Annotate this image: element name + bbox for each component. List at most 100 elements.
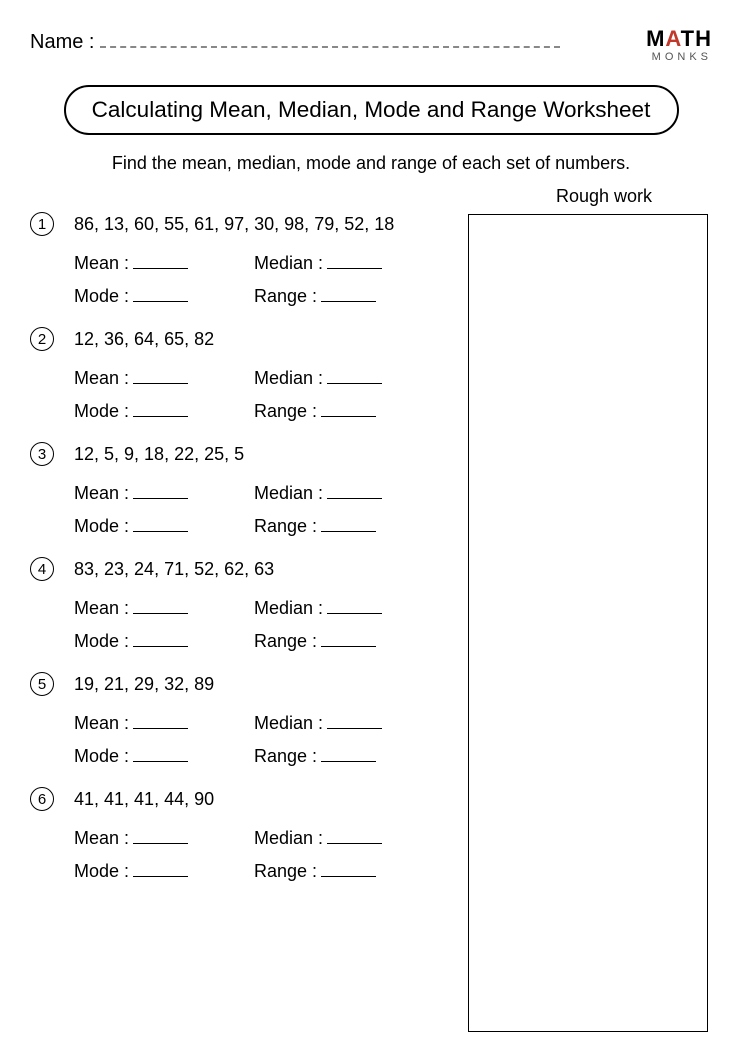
problem: 483, 23, 24, 71, 52, 62, 63Mean :Median … (30, 559, 460, 652)
answer-row: Mean :Median : (74, 828, 460, 849)
range-blank[interactable] (321, 746, 376, 762)
answer-row: Mode :Range : (74, 631, 460, 652)
problem: 1 86, 13, 60, 55, 61, 97, 30, 98, 79, 52,… (30, 214, 460, 307)
number-set: 12, 36, 64, 65, 82 (74, 329, 460, 350)
median-label: Median : (254, 828, 323, 849)
range-label: Range : (254, 516, 317, 537)
problem: 3 12, 5, 9, 18, 22, 25, 5 Mean : Median : Mo… (30, 444, 460, 537)
mean-cell: Mean : (74, 368, 254, 389)
mode-cell: Mode : (74, 516, 254, 537)
range-cell: Range : (254, 286, 434, 307)
question-number: 3 (30, 442, 54, 466)
mean-cell: Mean : (74, 713, 254, 734)
mode-label: Mode : (74, 286, 129, 307)
mode-cell: Mode : (74, 631, 254, 652)
range-cell: Range : (254, 861, 434, 882)
question-number: 2 (30, 327, 54, 351)
mean-blank[interactable] (133, 828, 188, 844)
name-field[interactable]: Name : (30, 28, 560, 54)
mode-blank[interactable] (133, 861, 188, 877)
name-label: Name : (30, 31, 94, 54)
mean-label: Mean : (74, 368, 129, 389)
median-label: Median : (254, 483, 323, 504)
question-number: 5 (30, 672, 54, 696)
mean-label: Mean : (74, 253, 129, 274)
mode-cell: Mode : (74, 746, 254, 767)
range-label: Range : (254, 401, 317, 422)
instruction-text: Find the mean, median, mode and range of… (30, 153, 712, 174)
mode-cell: Mode : (74, 286, 254, 307)
answer-row: Mode : Range : (74, 401, 460, 422)
median-blank[interactable] (327, 368, 382, 384)
mode-label: Mode : (74, 746, 129, 767)
mode-blank[interactable] (133, 286, 188, 302)
mode-blank[interactable] (133, 516, 188, 532)
median-blank[interactable] (327, 483, 382, 499)
answer-row: Mean : Median : (74, 368, 460, 389)
answer-row: Mean : Median : (74, 253, 460, 274)
mean-blank[interactable] (133, 368, 188, 384)
median-blank[interactable] (327, 713, 382, 729)
name-input-line[interactable] (100, 28, 560, 48)
mean-blank[interactable] (133, 253, 188, 269)
median-blank[interactable] (327, 253, 382, 269)
median-label: Median : (254, 368, 323, 389)
mode-label: Mode : (74, 516, 129, 537)
mean-label: Mean : (74, 713, 129, 734)
range-label: Range : (254, 286, 317, 307)
median-label: Median : (254, 253, 323, 274)
range-label: Range : (254, 631, 317, 652)
mode-cell: Mode : (74, 861, 254, 882)
number-set: 19, 21, 29, 32, 89 (74, 674, 460, 695)
mode-cell: Mode : (74, 401, 254, 422)
median-blank[interactable] (327, 598, 382, 614)
range-blank[interactable] (321, 516, 376, 532)
mean-blank[interactable] (133, 598, 188, 614)
rough-work-box[interactable] (468, 214, 708, 1032)
answer-row: Mean : Median : (74, 713, 460, 734)
mode-blank[interactable] (133, 631, 188, 647)
range-cell: Range : (254, 746, 434, 767)
header: Name : MATH MONKS (30, 28, 712, 63)
answer-row: Mode : Range : (74, 746, 460, 767)
median-blank[interactable] (327, 828, 382, 844)
mode-label: Mode : (74, 401, 129, 422)
logo-main: MATH (646, 28, 712, 50)
range-cell: Range : (254, 516, 434, 537)
mean-blank[interactable] (133, 483, 188, 499)
median-label: Median : (254, 713, 323, 734)
mode-blank[interactable] (133, 401, 188, 417)
logo: MATH MONKS (646, 28, 712, 63)
mean-label: Mean : (74, 598, 129, 619)
answer-row: Mean : Median : (74, 598, 460, 619)
question-number: 4 (30, 557, 54, 581)
answer-row: Mode : Range : (74, 286, 460, 307)
range-label: Range : (254, 861, 317, 882)
median-cell: Median : (254, 598, 434, 619)
rough-work-label: Rough work (556, 186, 652, 207)
mean-cell: Mean : (74, 598, 254, 619)
problem: 2 12, 36, 64, 65, 82 Mean : Median : Mode : R… (30, 329, 460, 422)
range-blank[interactable] (321, 631, 376, 647)
number-set: 86, 13, 60, 55, 61, 97, 30, 98, 79, 52, … (74, 214, 460, 235)
mean-cell: Mean : (74, 828, 254, 849)
logo-sub: MONKS (646, 52, 712, 63)
number-set: 41, 41, 41, 44, 90 (74, 789, 460, 810)
question-number: 1 (30, 212, 54, 236)
answer-row: Mode : Range : (74, 516, 460, 537)
answer-row: Mean : Median : (74, 483, 460, 504)
range-blank[interactable] (321, 861, 376, 877)
mode-blank[interactable] (133, 746, 188, 762)
question-number: 6 (30, 787, 54, 811)
problem: 5 19, 21, 29, 32, 89 Mean : Median : Mode : R… (30, 674, 460, 767)
content-area: Rough work 1 86, 13, 60, 55, 61, 97, 30, … (30, 186, 712, 882)
range-blank[interactable] (321, 286, 376, 302)
median-cell: Median : (254, 483, 434, 504)
median-cell: Median : (254, 713, 434, 734)
range-blank[interactable] (321, 401, 376, 417)
mean-cell: Mean : (74, 253, 254, 274)
mean-blank[interactable] (133, 713, 188, 729)
worksheet-title: Calculating Mean, Median, Mode and Range… (64, 85, 679, 135)
mean-label: Mean : (74, 483, 129, 504)
number-set: 12, 5, 9, 18, 22, 25, 5 (74, 444, 460, 465)
